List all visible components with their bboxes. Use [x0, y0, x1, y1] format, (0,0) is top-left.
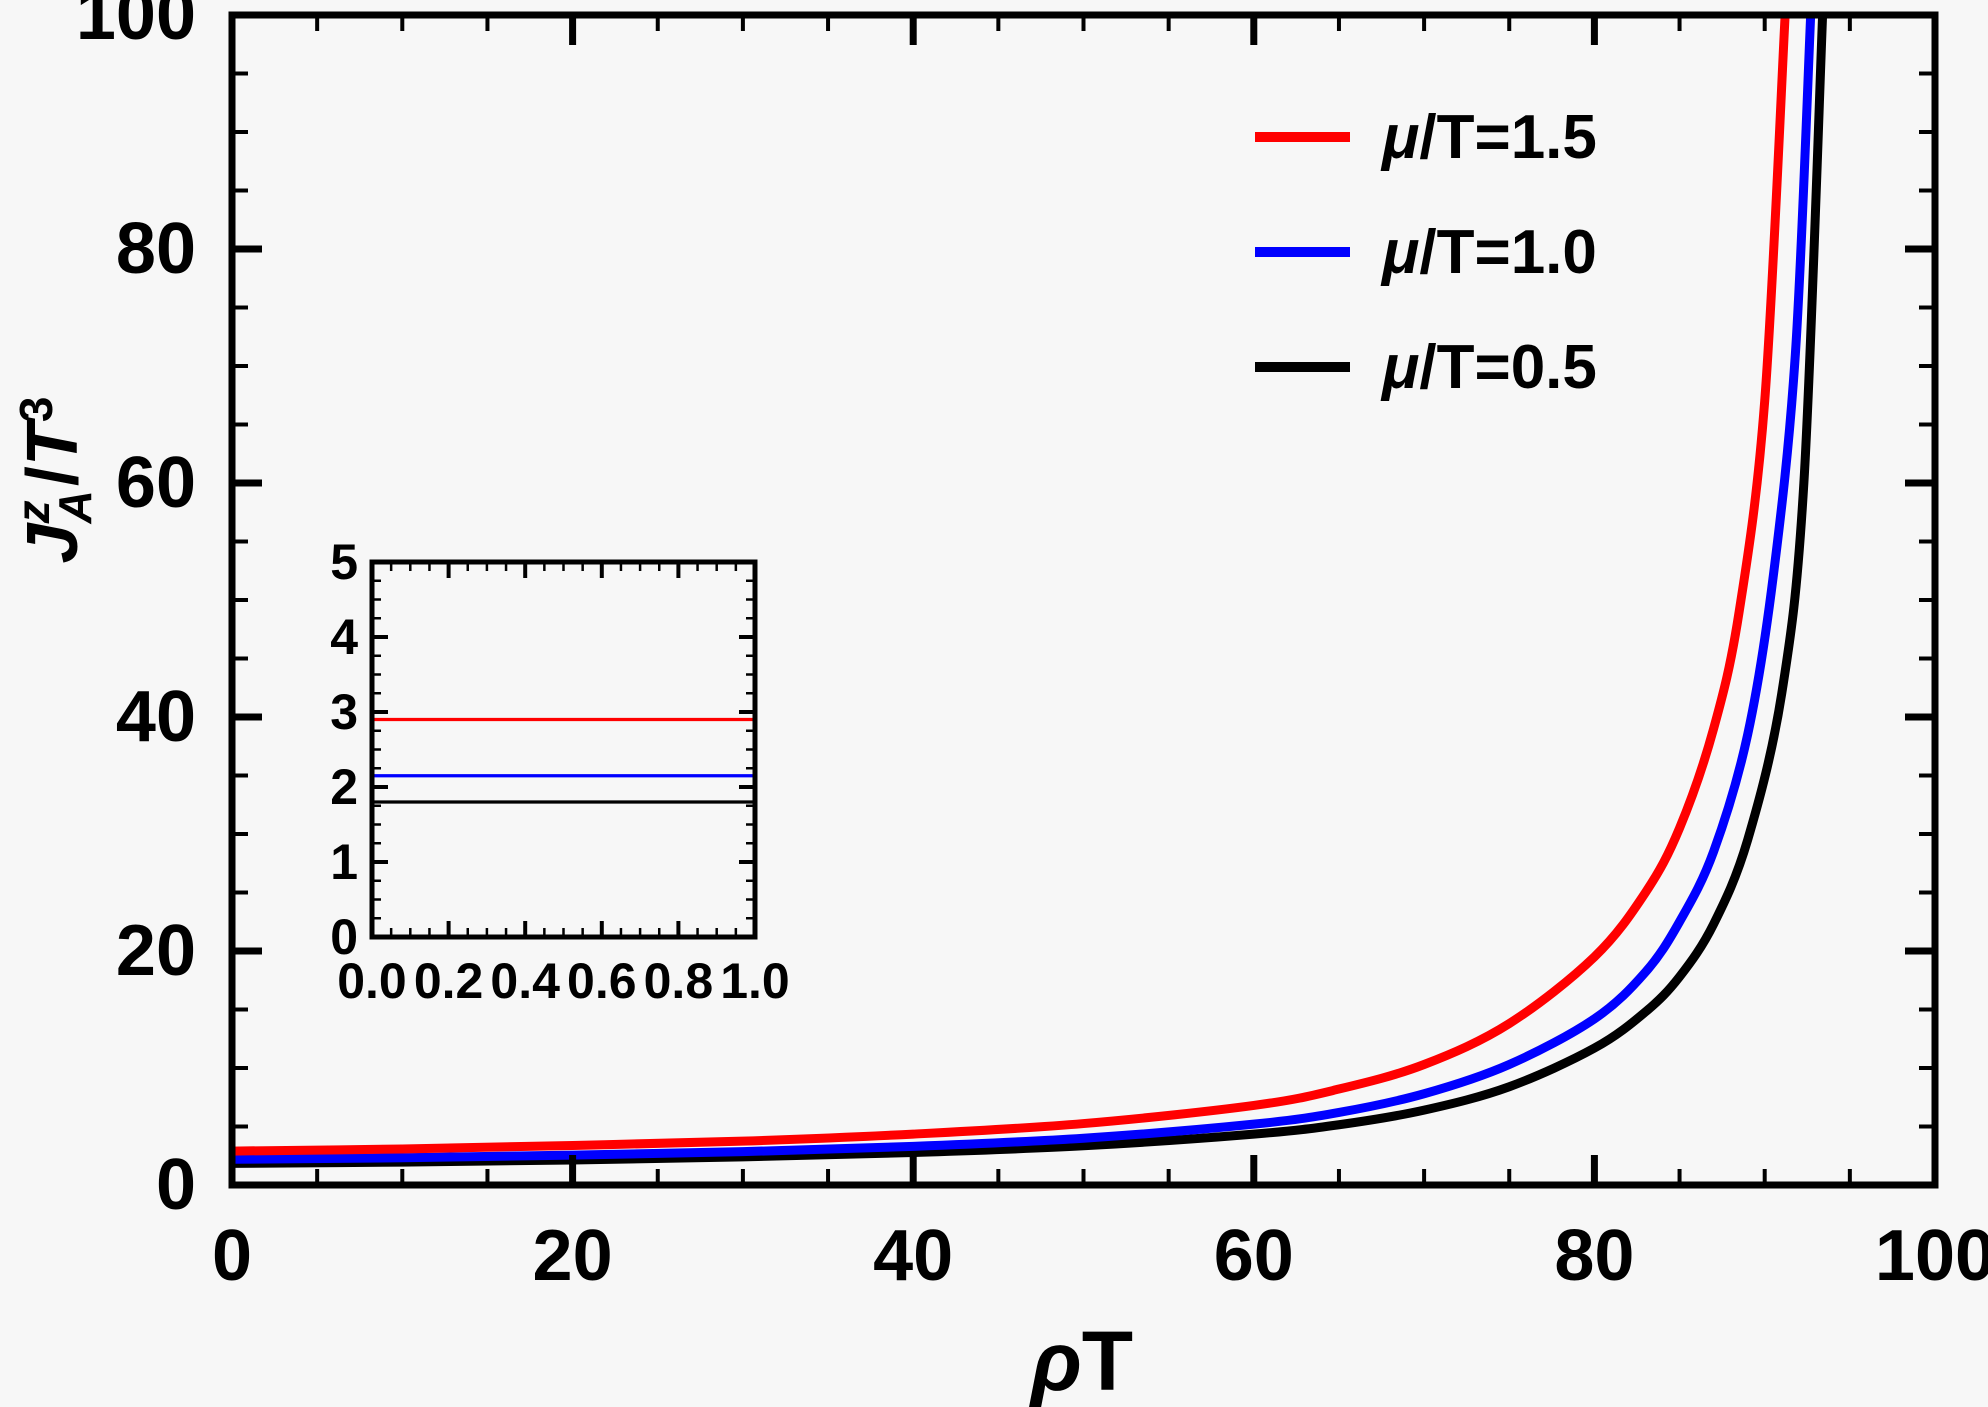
y-label-sub: A [49, 490, 101, 524]
main-y-tick-label: 100 [75, 0, 196, 55]
inset-y-tick-label: 2 [330, 759, 358, 815]
legend-label-value: /T=0.5 [1419, 332, 1597, 402]
main-x-tick-label: 100 [1874, 1216, 1988, 1296]
main-y-tick-label: 20 [115, 911, 196, 991]
x-label-rho: ρ [1030, 1314, 1082, 1407]
main-x-tick-label: 40 [873, 1216, 954, 1296]
inset-ticks [370, 560, 757, 939]
inset-y-tick-label: 0 [330, 909, 358, 965]
main-x-tick-label: 20 [532, 1216, 613, 1296]
main-frame [228, 11, 1939, 1189]
main-chart [228, 11, 1939, 1189]
main-x-tick-label: 80 [1554, 1216, 1635, 1296]
inset-x-tick-label: 0.2 [413, 953, 484, 1009]
inset-x-tick-label: 0.6 [567, 953, 637, 1009]
legend-label-mu: μ [1382, 332, 1420, 402]
x-label-T: T [1081, 1314, 1134, 1407]
legend-label: μ/T=1.0 [1382, 217, 1597, 288]
legend-item-mu-0.5: μ/T=0.5 [1255, 330, 1597, 404]
x-axis-label: ρT [982, 1318, 1182, 1404]
curve-1.0 [232, 15, 1816, 1164]
legend-label-value: /T=1.5 [1419, 102, 1597, 172]
main-y-tick-label: 40 [115, 677, 196, 757]
inset-y-tick-label: 4 [330, 609, 358, 665]
y-label-slash: / [13, 466, 94, 487]
y-label-T: T [13, 422, 94, 467]
inset-y-tick-label: 5 [330, 534, 358, 590]
inset-x-tick-label: 0.0 [337, 953, 407, 1009]
inset-frame [369, 559, 758, 940]
inset-curves [372, 717, 755, 804]
main-x-tick-label: 60 [1213, 1216, 1294, 1296]
legend-label: μ/T=0.5 [1382, 332, 1597, 403]
main-y-tick-label: 60 [115, 443, 196, 523]
inset-chart [369, 559, 758, 940]
legend-swatch-blue [1255, 247, 1350, 257]
legend-item-mu-1.5: μ/T=1.5 [1255, 100, 1597, 174]
main-ticks [228, 11, 1939, 1189]
main-x-tick-label: 0 [211, 1216, 253, 1296]
legend-label: μ/T=1.5 [1382, 102, 1597, 173]
legend-item-mu-1.0: μ/T=1.0 [1255, 215, 1597, 289]
inset-x-tick-label: 0.8 [643, 953, 714, 1009]
y-label-sup: z [7, 500, 59, 524]
main-y-tick-label: 80 [115, 209, 196, 289]
main-y-tick-label: 0 [155, 1145, 196, 1225]
legend-label-value: /T=1.0 [1419, 217, 1597, 287]
legend-swatch-black [1255, 362, 1350, 372]
legend-label-mu: μ [1382, 217, 1420, 287]
inset-y-tick-label: 1 [330, 834, 358, 890]
legend: μ/T=1.5 μ/T=1.0 μ/T=0.5 [1255, 100, 1597, 445]
inset-x-tick-label: 0.4 [490, 953, 560, 1009]
y-label-J: J [13, 523, 94, 564]
y-label-exponent: 3 [10, 396, 63, 423]
legend-swatch-red [1255, 132, 1350, 142]
inset-y-tick-label: 3 [330, 684, 358, 740]
legend-label-mu: μ [1382, 102, 1420, 172]
curve-0.5 [232, 15, 1828, 1168]
inset-x-tick-label: 1.0 [720, 953, 790, 1009]
curve-1.5 [232, 15, 1790, 1156]
main-curves [232, 15, 1828, 1168]
